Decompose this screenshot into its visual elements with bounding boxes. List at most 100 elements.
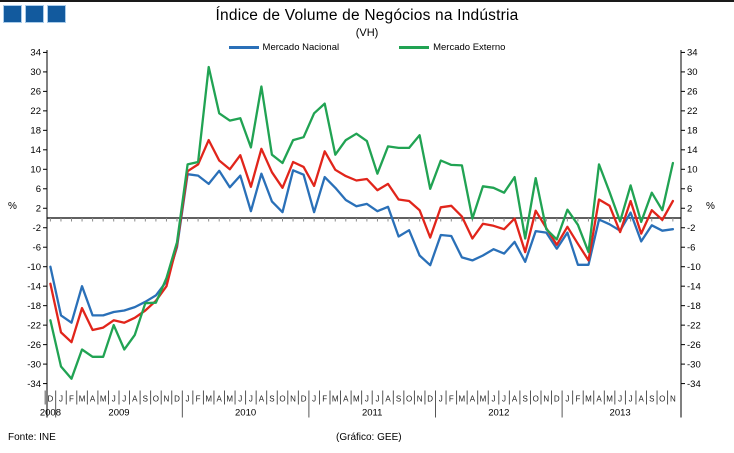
x-tick-label: F — [196, 395, 201, 404]
svg-text:18: 18 — [687, 126, 698, 137]
svg-text:-34: -34 — [687, 379, 701, 390]
logo-square-icon — [25, 5, 44, 23]
x-tick-label: A — [217, 395, 223, 404]
svg-text:30: 30 — [687, 67, 698, 78]
svg-text:-30: -30 — [27, 359, 41, 370]
x-tick-label: J — [375, 395, 379, 404]
svg-text:-14: -14 — [687, 281, 701, 292]
x-tick-label: A — [639, 395, 645, 404]
x-tick-label: J — [565, 395, 569, 404]
x-tick-label: A — [132, 395, 138, 404]
x-tick-label: J — [122, 395, 126, 404]
x-tick-label: O — [153, 395, 159, 404]
logo-square-icon — [47, 5, 66, 23]
x-tick-label: J — [312, 395, 316, 404]
svg-text:18: 18 — [30, 126, 41, 137]
x-tick-label: A — [259, 395, 265, 404]
svg-text:10: 10 — [30, 165, 41, 176]
svg-text:-10: -10 — [687, 262, 701, 273]
x-tick-label: J — [59, 395, 63, 404]
x-tick-label: M — [459, 395, 466, 404]
x-tick-label: A — [90, 395, 96, 404]
x-tick-label: J — [249, 395, 253, 404]
x-tick-label: S — [649, 395, 654, 404]
x-tick-label: N — [417, 395, 423, 404]
x-tick-label: S — [396, 395, 401, 404]
svg-text:26: 26 — [687, 87, 698, 98]
x-tick-label: A — [596, 395, 602, 404]
x-tick-label: D — [48, 395, 54, 404]
x-tick-label: D — [174, 395, 180, 404]
y-axis-unit-right: % — [706, 201, 715, 212]
svg-text:-2: -2 — [687, 223, 695, 234]
svg-text:34: 34 — [687, 48, 698, 59]
legend-item-mercado-externo: Mercado Externo — [399, 42, 505, 53]
legend-label: Mercado Externo — [433, 42, 506, 53]
svg-text:2: 2 — [36, 203, 41, 214]
x-tick-label: J — [238, 395, 242, 404]
svg-text:-10: -10 — [27, 262, 41, 273]
x-tick-label: M — [353, 395, 360, 404]
x-tick-label: M — [226, 395, 233, 404]
year-label: 2013 — [610, 408, 631, 419]
x-tick-label: A — [512, 395, 518, 404]
x-tick-label: F — [449, 395, 454, 404]
svg-text:22: 22 — [30, 106, 41, 117]
svg-text:-26: -26 — [687, 340, 701, 351]
year-label: 2012 — [488, 408, 509, 419]
x-tick-label: F — [322, 395, 327, 404]
svg-text:-14: -14 — [27, 281, 41, 292]
legend-label: Mercado Nacional — [262, 42, 340, 53]
year-label: 2009 — [108, 408, 129, 419]
x-tick-label: S — [522, 395, 527, 404]
svg-text:30: 30 — [30, 67, 41, 78]
chart-legend: Mercado Nacional Mercado Externo — [0, 42, 734, 53]
x-tick-label: M — [332, 395, 339, 404]
x-tick-label: J — [629, 395, 633, 404]
svg-text:14: 14 — [30, 145, 41, 156]
x-tick-label: F — [575, 395, 580, 404]
series-line-mercado-nacional — [49, 169, 675, 324]
x-tick-label: M — [606, 395, 613, 404]
logo-square-icon — [3, 5, 22, 23]
svg-text:14: 14 — [687, 145, 698, 156]
x-tick-label: A — [470, 395, 476, 404]
x-tick-label: M — [480, 395, 487, 404]
svg-text:-22: -22 — [687, 320, 701, 331]
logo-squares — [3, 5, 66, 23]
x-tick-label: O — [659, 395, 665, 404]
x-tick-label: N — [543, 395, 549, 404]
footer-source: Fonte: INE — [8, 432, 56, 443]
svg-text:-6: -6 — [33, 242, 41, 253]
svg-text:26: 26 — [30, 87, 41, 98]
svg-text:10: 10 — [687, 165, 698, 176]
x-tick-label: M — [205, 395, 212, 404]
page-title: Índice de Volume de Negócios na Indústri… — [215, 7, 519, 24]
x-tick-label: N — [164, 395, 170, 404]
svg-text:-30: -30 — [687, 359, 701, 370]
year-label: 2011 — [362, 408, 382, 419]
series-line-mercado-externo — [49, 65, 675, 380]
svg-text:6: 6 — [36, 184, 41, 195]
svg-text:-18: -18 — [687, 301, 701, 312]
x-tick-label: M — [79, 395, 86, 404]
svg-text:-2: -2 — [33, 223, 41, 234]
x-tick-label: A — [343, 395, 349, 404]
svg-text:-26: -26 — [27, 340, 41, 351]
x-tick-label: S — [269, 395, 274, 404]
x-tick-label: S — [143, 395, 148, 404]
x-tick-label: M — [585, 395, 592, 404]
x-tick-label: O — [279, 395, 285, 404]
year-label: 2008 — [40, 408, 61, 419]
x-tick-label: O — [533, 395, 539, 404]
x-tick-label: D — [427, 395, 433, 404]
svg-text:34: 34 — [30, 48, 41, 59]
x-tick-label: D — [301, 395, 307, 404]
line-swatch-blue-icon — [228, 46, 259, 49]
svg-text:2: 2 — [687, 203, 692, 214]
x-tick-label: A — [385, 395, 391, 404]
x-tick-label: F — [69, 395, 74, 404]
svg-text:-22: -22 — [27, 320, 41, 331]
